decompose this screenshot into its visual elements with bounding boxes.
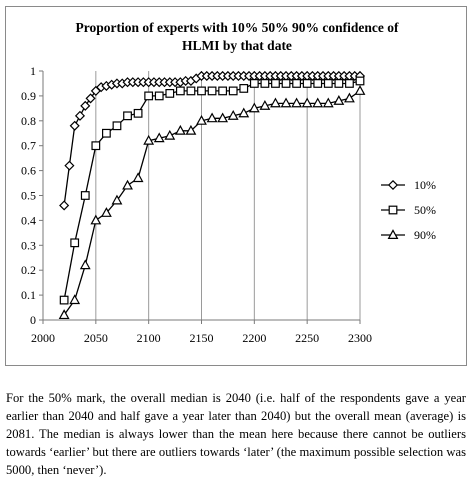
chart-title-line-1: Proportion of experts with 10% 50% 90% c… <box>75 20 399 35</box>
data-point-triangle <box>206 112 218 123</box>
data-point-square <box>70 238 80 248</box>
data-point-triangle <box>196 114 207 125</box>
legend-marker-triangle <box>387 229 399 239</box>
data-point-triangle <box>69 294 81 305</box>
data-point-diamond <box>69 120 80 131</box>
data-point-square <box>249 79 259 88</box>
y-tick-label: 0.3 <box>21 238 36 252</box>
data-point-triangle <box>90 214 102 225</box>
data-point-triangle <box>259 100 271 110</box>
legend-marker-diamond <box>387 179 399 191</box>
line-chart: 0 0.1 0.2 0.3 0.4 0.5 0.6 0.7 0.8 0.9 1 2000 2050 210… <box>21 64 436 345</box>
y-tick-label: 0.2 <box>21 263 36 277</box>
data-point-square <box>101 128 111 138</box>
figure-caption: For the 50% mark, the overall median is … <box>6 390 466 477</box>
y-tick-label: 0.7 <box>21 139 36 153</box>
y-tick-label: 0.8 <box>21 114 36 128</box>
data-point-triangle <box>322 97 334 108</box>
data-point-triangle <box>79 259 91 270</box>
data-point-diamond <box>85 93 96 104</box>
series-line-triangle <box>63 90 361 316</box>
chart-title-line-2: HLMI by that date <box>182 38 292 53</box>
data-point-square <box>207 86 217 96</box>
data-point-triangle <box>301 97 313 108</box>
data-point-diamond <box>80 100 91 111</box>
data-point-square <box>271 79 280 88</box>
x-tick-label: 2100 <box>137 331 161 345</box>
y-tick-label: 0.6 <box>21 164 36 178</box>
y-tick-label: 0.4 <box>21 213 36 227</box>
data-point-triangle <box>217 112 229 123</box>
data-point-square <box>345 79 354 88</box>
x-tick-label: 2150 <box>190 331 214 345</box>
x-tick-label: 2300 <box>348 331 372 345</box>
data-point-triangle <box>132 172 144 183</box>
data-point-triangle <box>58 309 70 320</box>
series-line-diamond <box>63 75 360 206</box>
data-point-square <box>80 191 90 200</box>
legend-label: 50% <box>414 203 436 217</box>
x-tick-label: 2200 <box>242 331 266 345</box>
data-point-triangle <box>100 207 112 217</box>
data-point-square <box>239 84 249 93</box>
data-point-square <box>197 86 206 96</box>
y-tick-label: 0.1 <box>21 288 36 302</box>
legend-label: 90% <box>414 228 436 242</box>
y-tick-label: 0.9 <box>21 89 36 103</box>
data-point-triangle <box>333 95 345 105</box>
data-point-triangle <box>143 134 155 145</box>
data-point-triangle <box>185 124 197 135</box>
legend-label: 10% <box>414 178 436 192</box>
data-point-triangle <box>153 132 165 143</box>
data-point-square <box>59 295 69 305</box>
x-tick-label: 2050 <box>84 331 108 345</box>
data-point-triangle <box>344 92 355 103</box>
data-point-square <box>313 79 323 88</box>
x-tick-label: 2250 <box>295 331 319 345</box>
y-tick-label: 0.5 <box>21 189 36 203</box>
data-point-triangle <box>227 109 239 120</box>
data-point-square <box>334 79 344 88</box>
data-point-triangle <box>122 179 133 190</box>
data-point-triangle <box>354 85 366 95</box>
data-point-triangle <box>248 102 260 113</box>
data-point-square <box>302 79 312 88</box>
legend-marker-square <box>388 205 398 215</box>
data-point-square <box>186 86 196 96</box>
data-point-square <box>355 76 365 86</box>
data-point-triangle <box>312 97 324 108</box>
data-point-square <box>281 79 291 88</box>
chart-panel: Proportion of experts with 10% 50% 90% c… <box>5 6 467 366</box>
data-point-square <box>260 79 270 88</box>
data-point-square <box>91 141 101 151</box>
data-point-square <box>144 91 154 101</box>
data-point-square <box>175 86 185 96</box>
y-tick-label: 0 <box>30 313 36 327</box>
data-point-square <box>154 91 164 101</box>
data-point-square <box>133 108 143 118</box>
y-tick-label: 1 <box>30 64 36 78</box>
data-point-square <box>112 121 122 131</box>
data-point-square <box>323 79 333 88</box>
data-point-square <box>292 79 301 88</box>
data-point-square <box>165 89 175 98</box>
data-point-triangle <box>174 124 186 135</box>
data-point-square <box>123 111 132 121</box>
data-point-diamond <box>64 160 75 171</box>
data-point-square <box>218 86 228 96</box>
data-point-triangle <box>280 97 292 108</box>
data-point-triangle <box>164 129 176 140</box>
data-point-diamond <box>59 200 70 211</box>
data-point-triangle <box>291 97 303 108</box>
data-point-square <box>228 86 238 96</box>
data-point-diamond <box>74 110 86 121</box>
data-point-triangle <box>238 107 250 118</box>
x-tick-label: 2000 <box>31 331 55 345</box>
data-point-triangle <box>111 194 123 205</box>
data-point-triangle <box>270 97 281 108</box>
